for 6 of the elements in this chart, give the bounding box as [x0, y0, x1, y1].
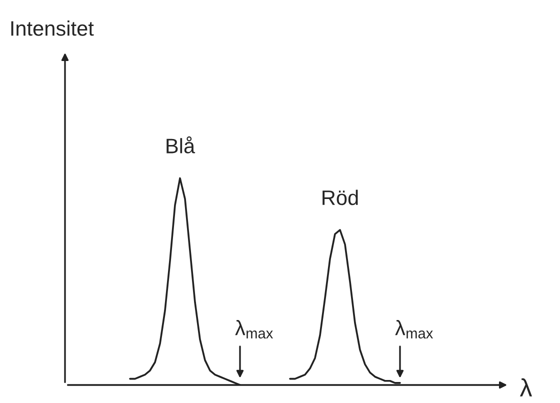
series-label: Blå [166, 136, 196, 154]
annotation: λ$_{max}$ [395, 320, 433, 339]
x-axis-title: λ [520, 378, 532, 396]
text: Intensitet [11, 20, 94, 36]
annotation: λ$_{max}$ [235, 320, 273, 339]
series-label: Röd [322, 190, 358, 206]
